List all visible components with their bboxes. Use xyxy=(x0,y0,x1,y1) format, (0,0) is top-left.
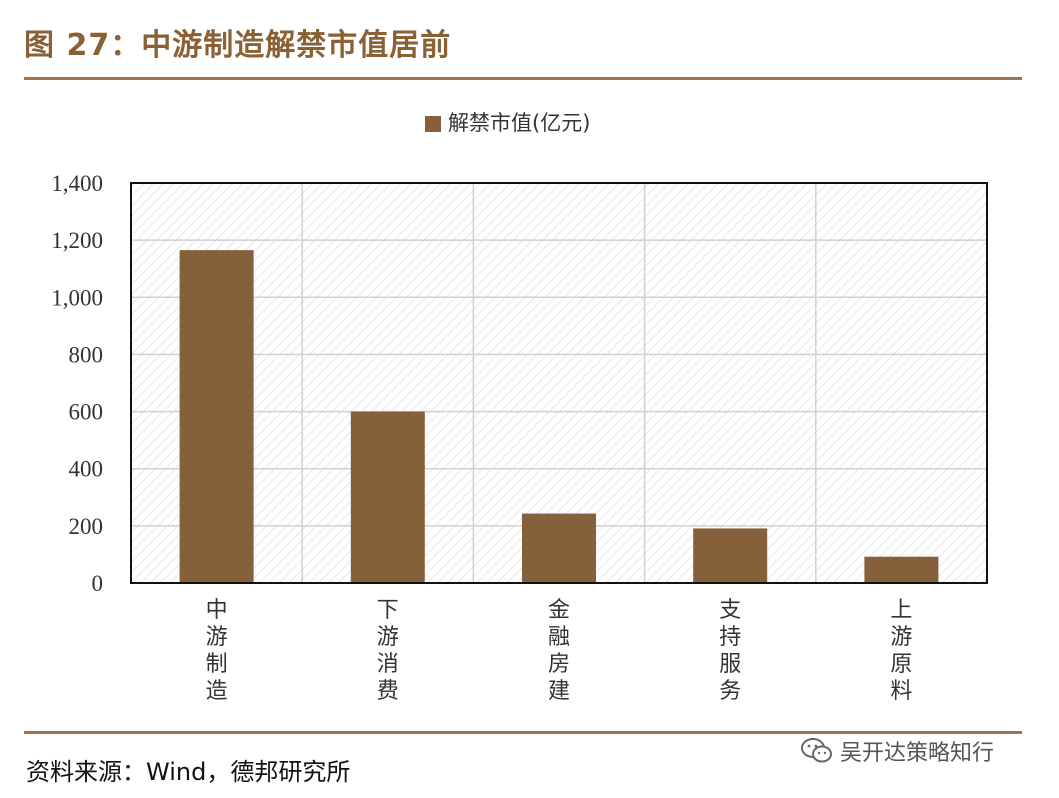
legend-label: 解禁市值(亿元) xyxy=(448,111,590,135)
x-tick-label: 支持服务 xyxy=(719,598,741,704)
y-tick-label: 1,200 xyxy=(51,228,103,253)
plot-frame xyxy=(130,182,988,584)
x-tick-label: 中游制造 xyxy=(206,598,228,704)
bar xyxy=(693,528,768,583)
x-axis: 中游制造 下游消费 金融房建 支持服务 上游原料 xyxy=(206,598,913,704)
bar xyxy=(179,250,254,583)
bar xyxy=(864,556,939,583)
legend-swatch xyxy=(425,116,441,132)
x-tick-label: 金融房建 xyxy=(548,598,570,704)
watermark: 吴开达策略知行 xyxy=(800,736,994,766)
chart-legend: 解禁市值(亿元) xyxy=(425,111,590,135)
bars xyxy=(179,250,939,583)
title-rule xyxy=(24,77,1022,80)
y-tick-label: 400 xyxy=(69,457,104,482)
y-axis: 0 200 400 600 800 1,000 1,200 1,400 xyxy=(51,171,103,596)
bar xyxy=(522,513,596,583)
y-tick-label: 1,000 xyxy=(51,285,103,310)
grid-lines xyxy=(131,183,987,583)
watermark-text: 吴开达策略知行 xyxy=(840,741,995,766)
source-note: 资料来源：Wind，德邦研究所 xyxy=(26,758,351,786)
wechat-icon xyxy=(801,738,832,763)
y-tick-label: 0 xyxy=(92,571,104,596)
y-tick-label: 1,400 xyxy=(51,171,103,196)
figure-title: 图 27：中游制造解禁市值居前 xyxy=(24,28,452,63)
y-tick-label: 200 xyxy=(69,514,104,539)
y-tick-label: 600 xyxy=(69,400,104,425)
bar xyxy=(350,411,425,583)
x-tick-label: 上游原料 xyxy=(890,598,912,704)
x-tick-label: 下游消费 xyxy=(377,598,399,704)
footer-rule xyxy=(24,731,1022,734)
y-tick-label: 800 xyxy=(69,342,104,367)
bar-chart: 解禁市值(亿元) 0 200 400 600 800 1,000 1,200 1,400 中游… xyxy=(51,111,988,704)
